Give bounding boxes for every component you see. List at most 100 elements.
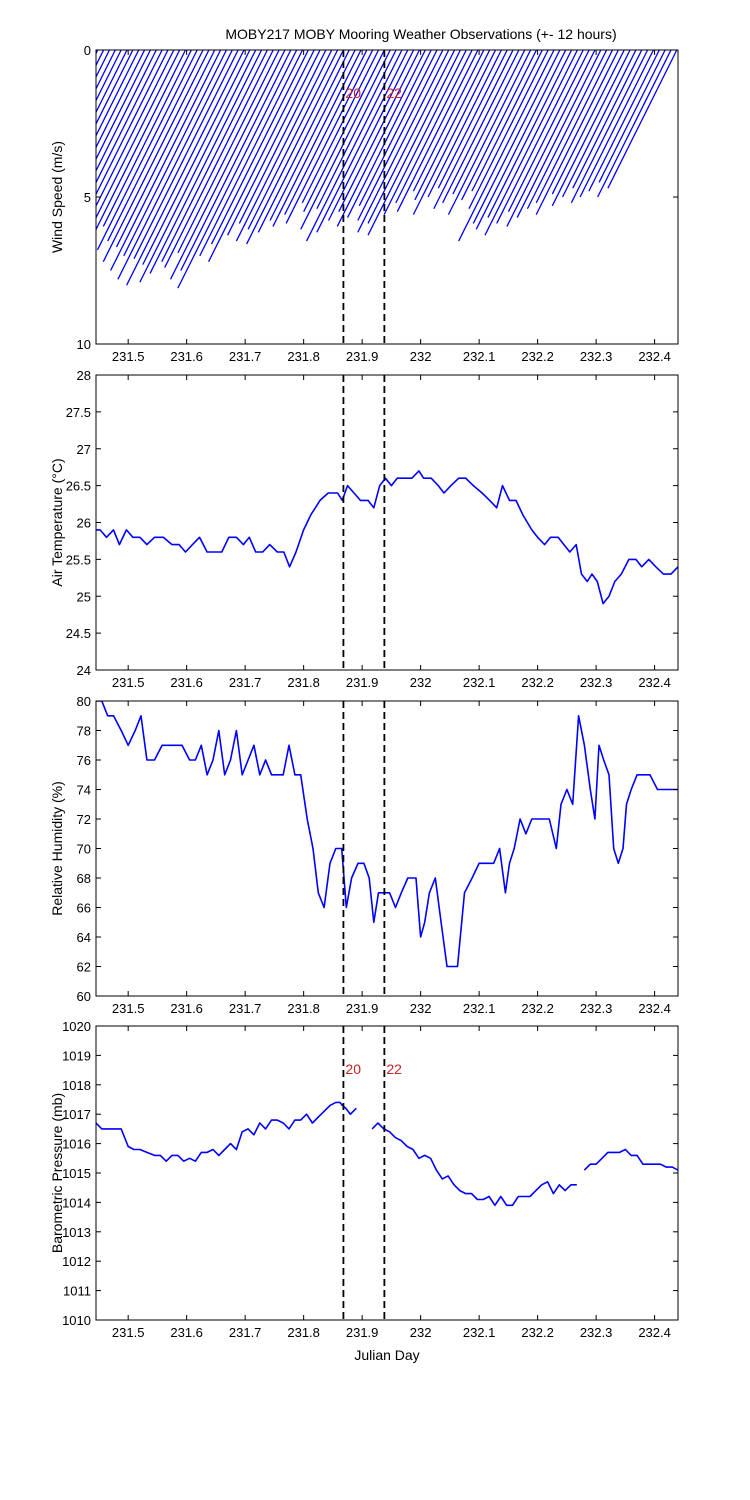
wind-stick	[227, 50, 321, 236]
wind-stick	[161, 50, 268, 262]
wind-stick	[472, 50, 561, 224]
wind-stick	[412, 50, 485, 192]
wind-stick	[395, 50, 473, 204]
wind-stick	[102, 50, 210, 262]
wind-stick	[177, 50, 280, 254]
wind-stick	[169, 50, 286, 280]
y-tick-label: 1012	[62, 1254, 91, 1269]
wind-stick	[96, 50, 169, 196]
wind-speed-panel: 20 22 231.5 231.6 231.7 231.8 231.9 232 232.1 232…	[49, 43, 679, 364]
wind-stick	[458, 50, 555, 242]
x-tick-label: 231.9	[346, 1325, 379, 1340]
x-tick-label: 231.7	[229, 1325, 262, 1340]
y-tick-label: 0	[84, 43, 91, 58]
y-tick-label: 1018	[62, 1078, 91, 1093]
wind-stick	[207, 50, 315, 262]
x-tick-label: 232.2	[521, 1001, 554, 1016]
wind-stick	[336, 50, 426, 227]
wind-stick	[487, 50, 573, 218]
wind-stick	[437, 50, 508, 189]
data-line	[583, 1148, 678, 1171]
y-tick-label: 78	[77, 724, 91, 739]
wind-stick	[526, 50, 608, 210]
x-tick-label: 232.4	[638, 1325, 671, 1340]
wind-stick	[285, 50, 374, 224]
x-tick-label: 231.6	[170, 1325, 203, 1340]
wind-stick	[475, 50, 567, 230]
wind-stick	[358, 50, 438, 207]
y-axis-label: Air Temperature (°C)	[49, 458, 65, 586]
wind-stick	[96, 50, 198, 251]
wind-stick	[535, 50, 614, 204]
wind-stick	[367, 50, 461, 236]
y-tick-label: 1016	[62, 1137, 91, 1152]
y-tick-label: 5	[84, 190, 91, 205]
y-tick-label: 74	[77, 783, 91, 798]
wind-stick	[269, 50, 356, 221]
y-tick-label: 10	[77, 337, 91, 352]
series-group	[96, 50, 678, 289]
data-line	[371, 1122, 577, 1207]
wind-stick	[235, 50, 333, 242]
wind-stick	[561, 50, 637, 198]
wind-stick	[496, 50, 584, 224]
y-tick-label: 1014	[62, 1195, 91, 1210]
wind-stick	[246, 50, 345, 245]
y-tick-label: 1010	[62, 1313, 91, 1328]
x-tick-label: 232.1	[463, 349, 496, 364]
data-line	[96, 470, 678, 605]
wind-stick	[96, 50, 151, 161]
x-tick-label: 232.4	[638, 349, 671, 364]
event-label: 20	[345, 1061, 361, 1077]
wind-stick	[452, 50, 526, 195]
y-tick-label: 68	[77, 871, 91, 886]
y-tick-label: 64	[77, 930, 91, 945]
y-tick-label: 28	[77, 368, 91, 383]
y-tick-label: 1019	[62, 1048, 91, 1063]
wind-stick	[110, 50, 222, 271]
wind-stick	[551, 50, 625, 195]
series-group	[96, 1101, 678, 1207]
wind-stick	[427, 50, 502, 198]
wind-stick	[484, 50, 578, 236]
data-line	[96, 701, 678, 968]
wind-stick	[117, 50, 233, 280]
y-tick-label: 70	[77, 842, 91, 857]
wind-stick	[468, 50, 549, 210]
y-axis-label: Relative Humidity (%)	[49, 781, 65, 916]
x-tick-label: 231.7	[229, 1001, 262, 1016]
wind-stick	[257, 50, 350, 233]
y-tick-label: 24	[77, 663, 91, 678]
wind-stick	[96, 50, 128, 114]
plot-frame	[95, 374, 679, 671]
x-tick-label: 231.7	[229, 349, 262, 364]
x-tick-label: 232	[410, 1325, 432, 1340]
y-axis-label: Wind Speed (m/s)	[49, 141, 65, 253]
wind-stick	[507, 50, 590, 212]
x-tick-label: 232.2	[521, 349, 554, 364]
wind-stick	[607, 50, 678, 189]
wind-stick	[300, 50, 391, 230]
x-tick-label: 232.3	[580, 349, 613, 364]
event-label: 22	[386, 1061, 402, 1077]
wind-stick	[551, 50, 631, 207]
wind-stick	[597, 50, 672, 198]
data-line	[96, 1101, 357, 1162]
x-tick-label: 231.8	[287, 349, 320, 364]
wind-stick	[588, 50, 660, 192]
y-tick-label: 27.5	[66, 405, 91, 420]
wind-stick	[115, 50, 216, 248]
wind-stick	[471, 50, 543, 192]
x-tick-label: 231.6	[170, 1001, 203, 1016]
event-label: 22	[386, 85, 402, 101]
wind-stick	[301, 50, 380, 204]
wind-stick	[96, 50, 105, 67]
wind-stick	[357, 50, 450, 233]
wind-stick	[177, 50, 298, 289]
wind-stick	[535, 50, 619, 215]
y-tick-label: 72	[77, 812, 91, 827]
y-tick-label: 1013	[62, 1225, 91, 1240]
wind-stick	[367, 50, 456, 224]
event-label: 20	[345, 85, 361, 101]
wind-stick	[164, 50, 274, 268]
